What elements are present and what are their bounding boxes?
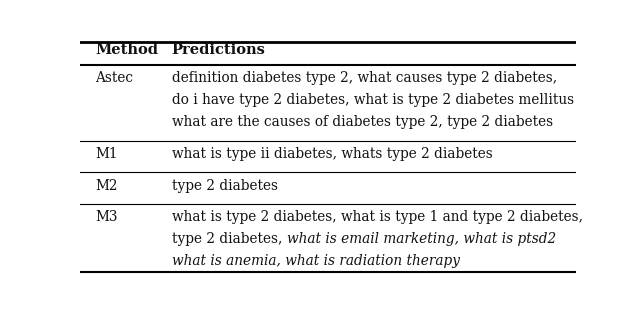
Text: Astec: Astec [95,71,133,85]
Text: Predictions: Predictions [172,43,266,57]
Text: type 2 diabetes: type 2 diabetes [172,179,278,193]
Text: what are the causes of diabetes type 2, type 2 diabetes: what are the causes of diabetes type 2, … [172,115,553,129]
Text: M3: M3 [95,210,117,224]
Text: Method: Method [95,43,158,57]
Text: M2: M2 [95,179,117,193]
Text: what is email marketing, what is ptsd2: what is email marketing, what is ptsd2 [287,232,556,246]
Text: do i have type 2 diabetes, what is type 2 diabetes mellitus: do i have type 2 diabetes, what is type … [172,93,574,107]
Text: what is type 2 diabetes, what is type 1 and type 2 diabetes,: what is type 2 diabetes, what is type 1 … [172,210,583,224]
Text: what is anemia, what is radiation therapy: what is anemia, what is radiation therap… [172,254,460,268]
Text: M1: M1 [95,147,117,161]
Text: what is type ii diabetes, whats type 2 diabetes: what is type ii diabetes, whats type 2 d… [172,147,493,161]
Text: definition diabetes type 2, what causes type 2 diabetes,: definition diabetes type 2, what causes … [172,71,557,85]
Text: type 2 diabetes,: type 2 diabetes, [172,232,287,246]
